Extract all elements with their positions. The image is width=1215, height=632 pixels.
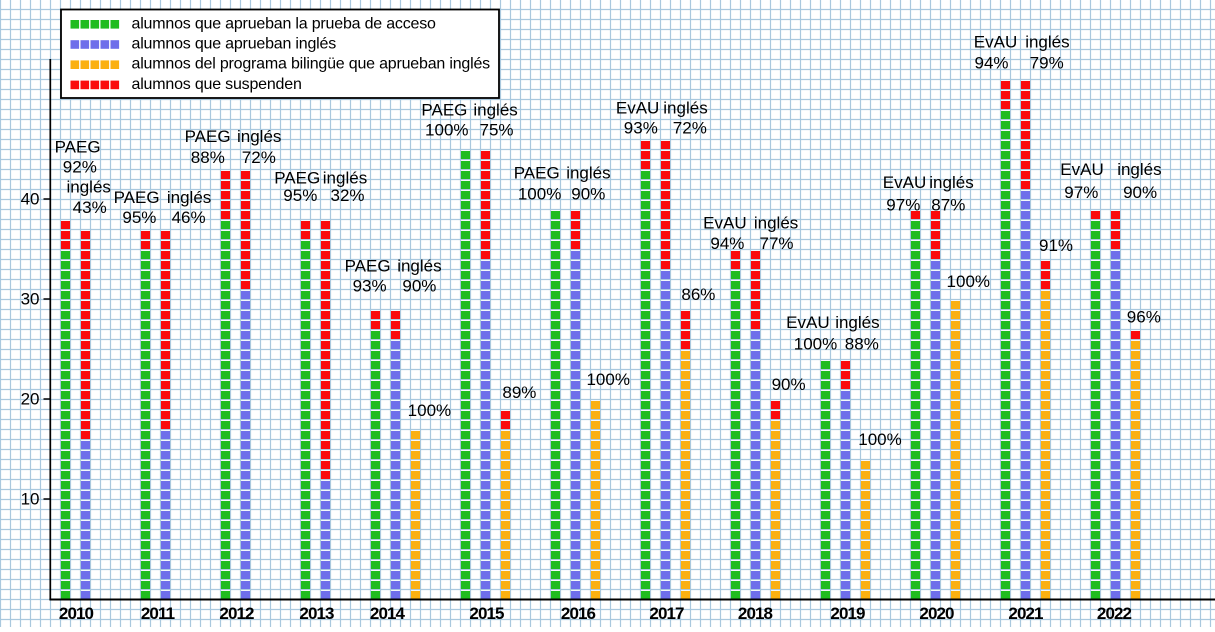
- svg-text:alumnos que aprueban inglés: alumnos que aprueban inglés: [132, 36, 337, 53]
- svg-text:inglés: inglés: [929, 173, 973, 192]
- svg-text:90%: 90%: [571, 185, 605, 204]
- svg-text:88%: 88%: [845, 335, 879, 354]
- svg-text:77%: 77%: [759, 234, 793, 253]
- svg-text:inglés: inglés: [473, 100, 517, 119]
- svg-text:inglés: inglés: [167, 188, 211, 207]
- svg-text:PAEG: PAEG: [185, 127, 231, 146]
- svg-text:87%: 87%: [931, 196, 965, 215]
- svg-text:EvAU: EvAU: [1060, 160, 1103, 179]
- svg-text:100%: 100%: [794, 335, 837, 354]
- svg-text:97%: 97%: [1064, 183, 1098, 202]
- svg-text:PAEG: PAEG: [114, 188, 160, 207]
- svg-text:inglés: inglés: [397, 257, 441, 276]
- svg-text:alumnos que aprueban la prueba: alumnos que aprueban la prueba de acceso: [132, 15, 437, 32]
- svg-text:94%: 94%: [974, 54, 1008, 73]
- svg-text:46%: 46%: [172, 208, 206, 227]
- svg-text:inglés: inglés: [1117, 160, 1161, 179]
- svg-text:100%: 100%: [947, 272, 990, 291]
- svg-text:43%: 43%: [73, 198, 107, 217]
- svg-text:86%: 86%: [681, 285, 715, 304]
- svg-text:PAEG: PAEG: [274, 168, 320, 187]
- svg-text:PAEG: PAEG: [345, 257, 391, 276]
- svg-text:90%: 90%: [402, 276, 436, 295]
- svg-text:2018: 2018: [738, 604, 773, 623]
- svg-text:inglés: inglés: [66, 178, 110, 197]
- svg-text:88%: 88%: [191, 148, 225, 167]
- svg-text:30: 30: [21, 290, 40, 309]
- svg-text:100%: 100%: [408, 401, 451, 420]
- svg-text:2020: 2020: [919, 604, 954, 623]
- svg-text:EvAU: EvAU: [616, 98, 659, 117]
- svg-text:inglés: inglés: [754, 213, 798, 232]
- svg-text:EvAU: EvAU: [703, 213, 746, 232]
- svg-text:10: 10: [21, 490, 40, 509]
- svg-text:89%: 89%: [502, 383, 536, 402]
- svg-text:2017: 2017: [649, 604, 684, 623]
- svg-text:92%: 92%: [63, 158, 97, 177]
- svg-text:2011: 2011: [141, 604, 175, 623]
- svg-text:inglés: inglés: [566, 163, 610, 182]
- svg-text:97%: 97%: [886, 196, 920, 215]
- svg-text:32%: 32%: [330, 186, 364, 205]
- svg-text:inglés: inglés: [663, 98, 707, 117]
- svg-text:96%: 96%: [1127, 308, 1161, 327]
- svg-text:2010: 2010: [59, 604, 94, 623]
- svg-text:PAEG: PAEG: [421, 100, 467, 119]
- svg-text:100%: 100%: [586, 370, 629, 389]
- svg-text:100%: 100%: [858, 430, 901, 449]
- svg-text:90%: 90%: [772, 375, 806, 394]
- svg-text:95%: 95%: [283, 186, 317, 205]
- svg-text:PAEG: PAEG: [55, 137, 101, 156]
- svg-text:20: 20: [21, 390, 40, 409]
- svg-text:100%: 100%: [425, 120, 468, 139]
- svg-text:2019: 2019: [830, 604, 865, 623]
- svg-text:90%: 90%: [1123, 183, 1157, 202]
- svg-text:100%: 100%: [518, 185, 561, 204]
- svg-text:79%: 79%: [1030, 54, 1064, 73]
- svg-text:EvAU: EvAU: [974, 32, 1017, 51]
- svg-text:2013: 2013: [299, 604, 334, 623]
- svg-text:2022: 2022: [1097, 604, 1132, 623]
- svg-text:91%: 91%: [1039, 236, 1073, 255]
- svg-text:93%: 93%: [624, 119, 658, 138]
- svg-text:72%: 72%: [673, 119, 707, 138]
- svg-text:95%: 95%: [122, 208, 156, 227]
- svg-text:2014: 2014: [370, 604, 406, 623]
- svg-text:inglés: inglés: [323, 168, 367, 187]
- svg-text:72%: 72%: [242, 148, 276, 167]
- svg-text:94%: 94%: [710, 234, 744, 253]
- svg-text:93%: 93%: [353, 276, 387, 295]
- svg-text:2021: 2021: [1008, 604, 1043, 623]
- svg-text:EvAU: EvAU: [883, 173, 926, 192]
- svg-text:2015: 2015: [469, 604, 504, 623]
- svg-text:alumnos del programa bilingüe: alumnos del programa bilingüe que aprueb…: [132, 56, 491, 73]
- svg-text:2012: 2012: [219, 604, 254, 623]
- svg-text:EvAU: EvAU: [786, 313, 829, 332]
- svg-text:75%: 75%: [479, 120, 513, 139]
- svg-text:inglés: inglés: [237, 127, 281, 146]
- svg-text:40: 40: [21, 190, 40, 209]
- svg-text:inglés: inglés: [835, 313, 879, 332]
- svg-text:alumnos que suspenden: alumnos que suspenden: [132, 76, 302, 93]
- svg-text:inglés: inglés: [1025, 32, 1069, 51]
- svg-text:2016: 2016: [561, 604, 596, 623]
- svg-text:PAEG: PAEG: [514, 163, 560, 182]
